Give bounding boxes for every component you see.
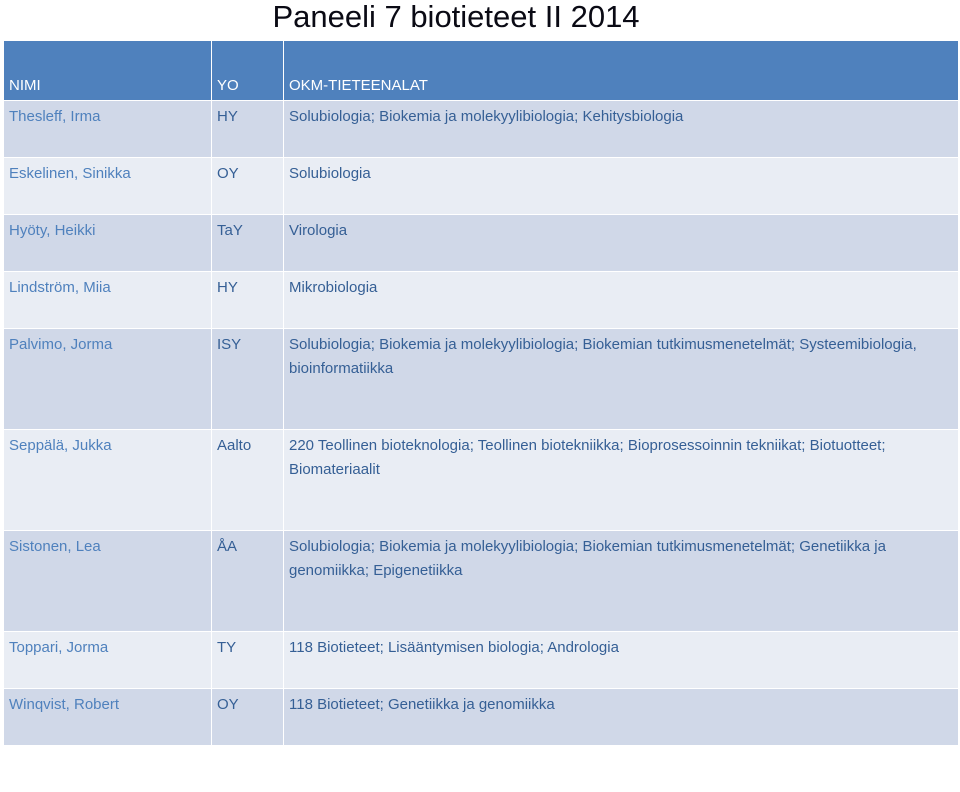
- header-name-label: NIMI: [9, 77, 41, 94]
- member-university: TaY: [211, 214, 284, 272]
- page-title: Paneeli 7 biotieteet II 2014: [272, 0, 640, 34]
- member-fields: 118 Biotieteet; Genetiikka ja genomiikka: [283, 688, 958, 746]
- table-header-row: NIMI YO OKM-TIETEENALAT: [3, 40, 958, 101]
- member-fields: Virologia: [283, 214, 958, 272]
- member-fields: Solubiologia; Biokemia ja molekyylibiolo…: [283, 100, 958, 158]
- table-row: Sistonen, Lea ÅA Solubiologia; Biokemia …: [3, 530, 958, 632]
- table-row: Hyöty, Heikki TaY Virologia: [3, 214, 958, 272]
- member-name: Thesleff, Irma: [3, 100, 212, 158]
- header-field: OKM-TIETEENALAT: [283, 40, 958, 101]
- member-name: Toppari, Jorma: [3, 631, 212, 689]
- member-name: Seppälä, Jukka: [3, 429, 212, 531]
- table-row: Seppälä, Jukka Aalto 220 Teollinen biote…: [3, 429, 958, 531]
- member-fields: Solubiologia; Biokemia ja molekyylibiolo…: [283, 328, 958, 430]
- table-row: Lindström, Miia HY Mikrobiologia: [3, 271, 958, 329]
- member-name: Palvimo, Jorma: [3, 328, 212, 430]
- member-university: OY: [211, 688, 284, 746]
- table-row: Winqvist, Robert OY 118 Biotieteet; Gene…: [3, 688, 958, 746]
- member-university: Aalto: [211, 429, 284, 531]
- member-name: Eskelinen, Sinikka: [3, 157, 212, 215]
- panel-members-table: NIMI YO OKM-TIETEENALAT Thesleff, Irma H…: [3, 40, 958, 746]
- member-university: HY: [211, 271, 284, 329]
- member-fields: Solubiologia: [283, 157, 958, 215]
- header-name: NIMI: [3, 40, 212, 101]
- table-row: Toppari, Jorma TY 118 Biotieteet; Lisään…: [3, 631, 958, 689]
- member-fields: 118 Biotieteet; Lisääntymisen biologia; …: [283, 631, 958, 689]
- panel-table-container: NIMI YO OKM-TIETEENALAT Thesleff, Irma H…: [3, 40, 958, 772]
- member-name: Lindström, Miia: [3, 271, 212, 329]
- member-fields: Solubiologia; Biokemia ja molekyylibiolo…: [283, 530, 958, 632]
- header-field-label: OKM-TIETEENALAT: [289, 77, 428, 94]
- header-yo-label: YO: [217, 77, 239, 94]
- table-row: Thesleff, Irma HY Solubiologia; Biokemia…: [3, 100, 958, 158]
- member-name: Hyöty, Heikki: [3, 214, 212, 272]
- member-university: ISY: [211, 328, 284, 430]
- member-fields: 220 Teollinen bioteknologia; Teollinen b…: [283, 429, 958, 531]
- header-yo: YO: [211, 40, 284, 101]
- member-university: OY: [211, 157, 284, 215]
- member-fields: Mikrobiologia: [283, 271, 958, 329]
- table-row: Eskelinen, Sinikka OY Solubiologia: [3, 157, 958, 215]
- member-name: Sistonen, Lea: [3, 530, 212, 632]
- member-university: TY: [211, 631, 284, 689]
- member-university: ÅA: [211, 530, 284, 632]
- member-university: HY: [211, 100, 284, 158]
- member-name: Winqvist, Robert: [3, 688, 212, 746]
- table-row: Palvimo, Jorma ISY Solubiologia; Biokemi…: [3, 328, 958, 430]
